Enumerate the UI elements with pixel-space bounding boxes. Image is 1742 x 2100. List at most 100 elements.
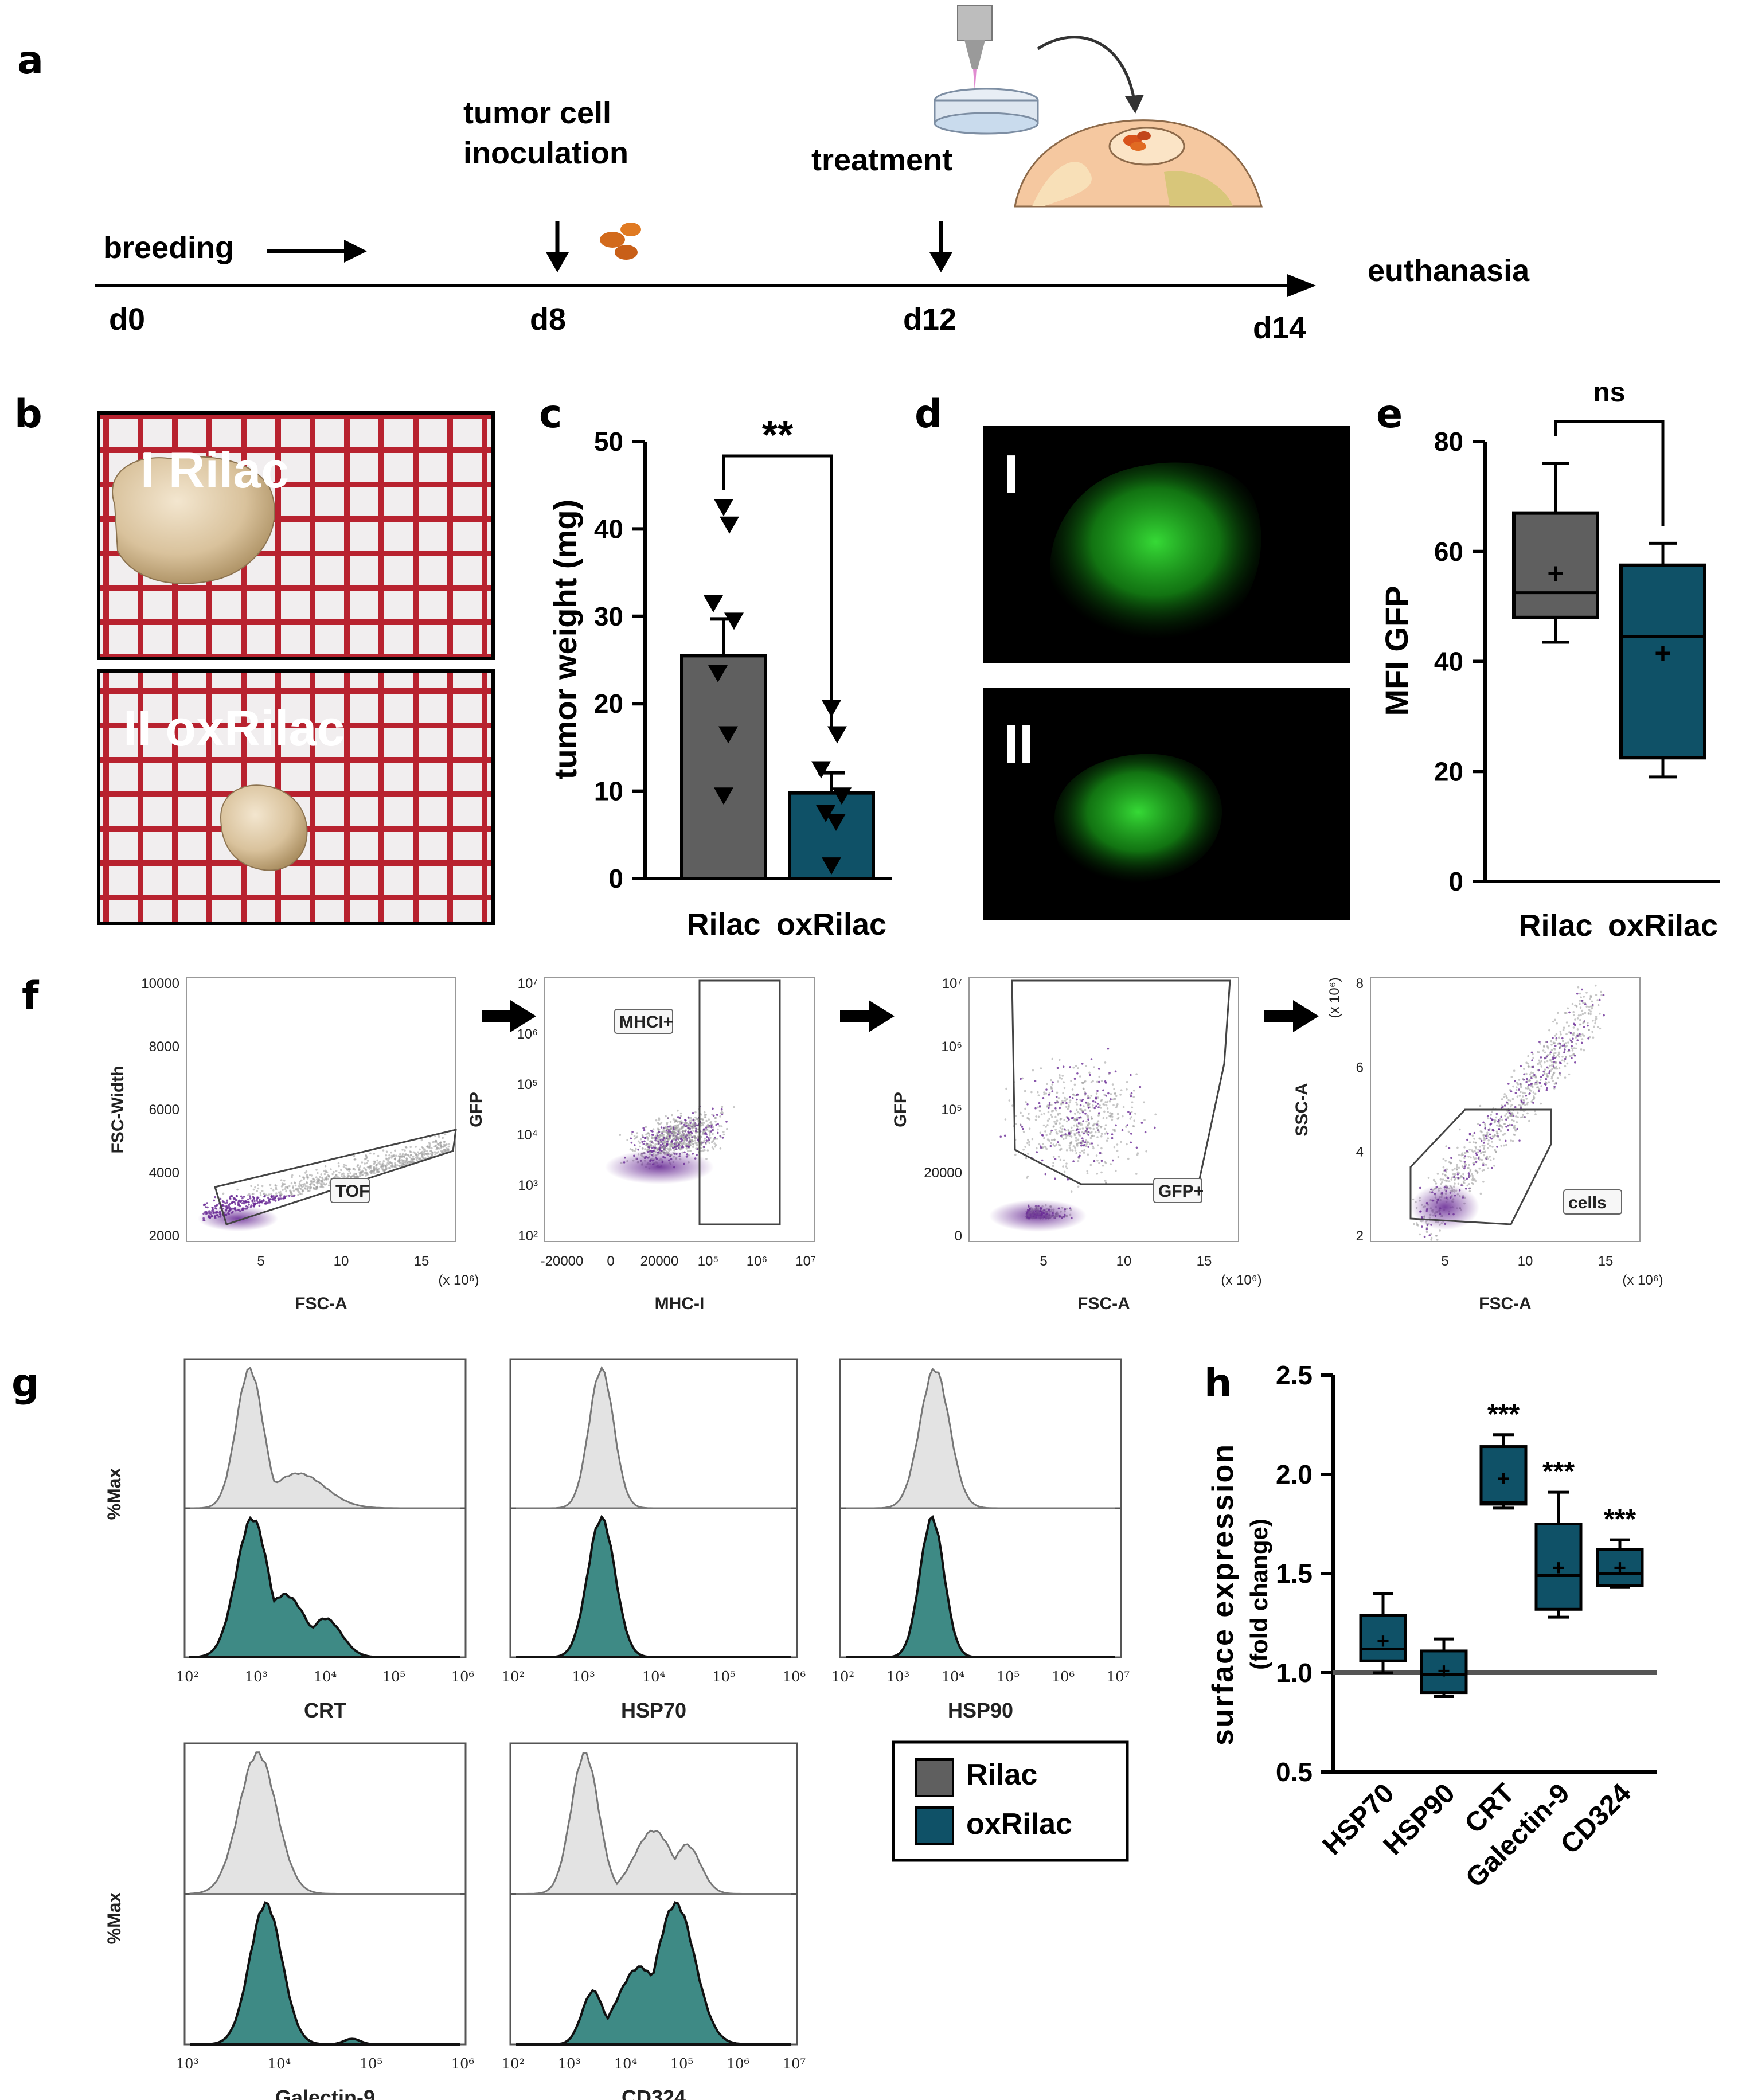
flow-event [1113, 1146, 1116, 1149]
histogram-xtick-label: 10⁵ [712, 1669, 735, 1685]
flow-event [1103, 1127, 1106, 1130]
flow-event [1092, 1147, 1095, 1150]
flow-event [1048, 1107, 1050, 1110]
flow-event [712, 1139, 714, 1142]
flow-event [321, 1177, 324, 1180]
flow-event [1103, 1103, 1106, 1106]
flow-event [671, 1135, 674, 1138]
flow-event [1467, 1172, 1470, 1174]
flow-event [375, 1166, 378, 1169]
flow-event [677, 1124, 679, 1127]
flow-event [1054, 1107, 1057, 1110]
flow-event [361, 1174, 364, 1177]
flow-event [1524, 1087, 1527, 1090]
flow-event [261, 1190, 264, 1192]
flow-event [1086, 1131, 1089, 1134]
flow-event [1052, 1143, 1054, 1146]
flow-event [1115, 1106, 1118, 1109]
flow-event [1114, 1092, 1116, 1095]
flow-event [254, 1186, 256, 1189]
flow-event [708, 1130, 710, 1133]
flow-event [268, 1193, 271, 1196]
flow-event [428, 1147, 431, 1150]
flow-event [1499, 1130, 1502, 1133]
flow-event [404, 1149, 406, 1152]
flow-event [1125, 1126, 1127, 1128]
histogram-xtick-label: 10³ [176, 2056, 199, 2072]
flow-gate-label-box [1153, 1178, 1202, 1203]
flow-event [1076, 1131, 1078, 1134]
flow-gate-label-box [1563, 1189, 1622, 1215]
flow-event [1100, 1133, 1103, 1135]
flow-event [1130, 1074, 1132, 1076]
flow-event [1051, 1090, 1054, 1092]
flow-event [1518, 1139, 1521, 1142]
flow-event [1453, 1176, 1455, 1178]
flow-event [323, 1173, 326, 1176]
flow-event [310, 1180, 313, 1182]
flow-event [718, 1125, 721, 1127]
flow-event [1026, 1175, 1029, 1178]
flow-event [706, 1149, 709, 1152]
flow-event [1469, 1169, 1472, 1171]
flow-event [291, 1174, 294, 1177]
chart-h-ytick-label: 1.5 [1276, 1559, 1313, 1588]
flow-event [1154, 1126, 1156, 1129]
chart-c-point [832, 787, 852, 805]
flow-event [1135, 1146, 1138, 1149]
flow-event [1103, 1110, 1106, 1113]
flow-event [1529, 1092, 1531, 1095]
flow-event [1425, 1227, 1428, 1229]
flow-event [1020, 1078, 1022, 1080]
flow-event [231, 1201, 233, 1204]
flow-event [1060, 1147, 1063, 1150]
flow-event [1089, 1110, 1091, 1112]
flow-event [1439, 1229, 1441, 1232]
flow-event [241, 1197, 244, 1200]
flow-ytick-label: 10³ [518, 1178, 538, 1193]
chart-c-xtick-label: Rilac [686, 907, 760, 942]
flow-event [1084, 1108, 1087, 1111]
flow-event [421, 1146, 424, 1149]
flow-event [675, 1126, 678, 1129]
flow-event [1521, 1095, 1524, 1098]
flow-event [1040, 1145, 1042, 1147]
flow-event [1509, 1114, 1511, 1117]
flow-event [1085, 1143, 1088, 1146]
flow-event [1589, 1010, 1592, 1013]
flow-event [691, 1127, 693, 1130]
flow-event [1041, 1159, 1044, 1162]
flow-event [1053, 1138, 1056, 1141]
flow-event [325, 1178, 327, 1180]
flow-event [1063, 1119, 1066, 1121]
flow-event [1071, 1088, 1074, 1091]
flow-event [286, 1186, 289, 1189]
flow-event [1583, 996, 1585, 998]
flow-event [1466, 1151, 1468, 1154]
flow-event [1509, 1105, 1512, 1108]
flow-event [666, 1123, 669, 1126]
flow-event [1532, 1095, 1535, 1098]
flow-event [1134, 1113, 1136, 1115]
flow-event [1030, 1091, 1033, 1094]
flow-event [1115, 1104, 1118, 1107]
flow-event [1484, 1127, 1486, 1130]
histogram-xtick-label: 10⁶ [1052, 1669, 1075, 1685]
histogram-xtick-label: 10² [502, 2056, 525, 2072]
fluor-image-rilac-label: I [1003, 444, 1019, 505]
flow-event [1077, 1122, 1080, 1125]
flow-event [1005, 1087, 1007, 1090]
flow-event [1517, 1116, 1519, 1118]
flow-event [1543, 1044, 1545, 1047]
flow-event [279, 1190, 282, 1193]
flow-event [652, 1145, 655, 1147]
flow-event [713, 1142, 716, 1145]
flow-event [722, 1133, 725, 1136]
panel-label-d: d [915, 392, 943, 437]
flow-event [1462, 1181, 1465, 1183]
flow-event [1482, 1121, 1485, 1124]
flow-event [694, 1142, 697, 1145]
flow-event [1054, 1115, 1057, 1118]
